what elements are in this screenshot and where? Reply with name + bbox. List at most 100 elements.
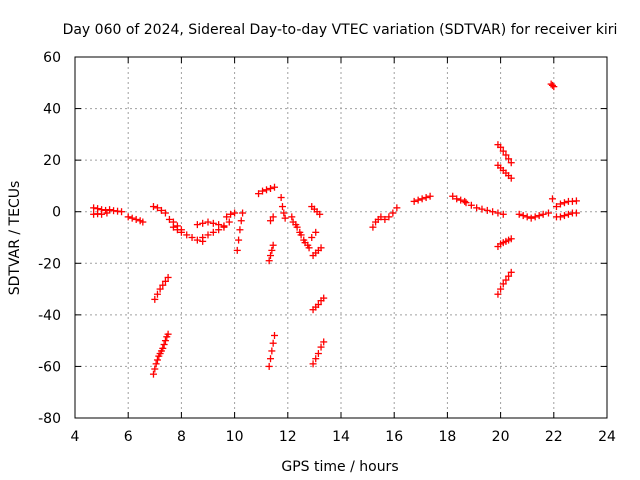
data-point	[265, 362, 273, 370]
data-point	[316, 210, 324, 218]
data-point	[139, 218, 147, 226]
data-point	[151, 295, 159, 303]
y-tick-label: 20	[43, 153, 61, 169]
data-point	[118, 208, 126, 216]
data-point	[236, 226, 244, 234]
data-point	[489, 208, 497, 216]
data-point	[312, 355, 320, 363]
data-point	[278, 203, 286, 211]
data-point	[418, 195, 426, 203]
data-point	[280, 209, 288, 217]
data-point	[301, 239, 309, 247]
data-point	[188, 234, 196, 241]
data-point	[259, 187, 267, 195]
data-point	[271, 331, 278, 339]
data-point	[473, 204, 481, 212]
data-point	[223, 213, 231, 221]
data-point	[281, 214, 289, 222]
data-point	[560, 199, 568, 207]
data-point	[90, 204, 98, 212]
data-point	[410, 197, 418, 205]
data-point	[478, 205, 486, 213]
data-point	[564, 210, 572, 218]
data-point	[369, 223, 377, 231]
data-point	[153, 356, 161, 364]
x-tick-label: 10	[226, 429, 244, 445]
data-point	[149, 203, 157, 211]
data-point	[320, 338, 328, 346]
data-point	[548, 195, 556, 203]
data-point	[209, 228, 217, 236]
data-point	[494, 209, 502, 217]
data-point	[377, 213, 385, 221]
data-point	[288, 213, 296, 221]
y-tick-label: -80	[38, 411, 61, 427]
data-point	[209, 219, 217, 227]
data-point	[389, 209, 397, 217]
data-point	[515, 210, 523, 218]
data-point	[449, 192, 457, 200]
data-point	[314, 350, 322, 358]
data-point	[556, 213, 564, 221]
data-point	[572, 209, 580, 217]
data-point	[265, 257, 273, 265]
data-point	[152, 360, 160, 368]
y-tick-label: -20	[38, 256, 61, 272]
x-tick-label: 24	[598, 429, 616, 445]
data-point	[277, 194, 285, 202]
y-axis-label: SDTVAR / TECUs	[7, 181, 23, 296]
data-point	[165, 215, 173, 223]
data-point	[502, 151, 510, 159]
data-point	[161, 277, 169, 285]
data-point	[128, 214, 136, 222]
data-point	[507, 268, 515, 276]
x-tick-label: 12	[279, 429, 297, 445]
data-point	[204, 218, 212, 226]
data-point	[293, 223, 301, 231]
data-point	[161, 337, 169, 345]
data-point	[548, 81, 556, 89]
data-point	[320, 294, 328, 302]
data-point	[132, 215, 140, 223]
data-point	[220, 222, 228, 230]
data-point	[457, 196, 465, 204]
data-point	[556, 200, 564, 208]
data-point	[159, 281, 167, 289]
y-tick-label: 40	[43, 102, 61, 118]
data-point	[497, 143, 505, 151]
x-tick-label: 20	[492, 429, 510, 445]
data-point	[535, 212, 543, 220]
data-points	[90, 80, 580, 378]
data-point	[505, 272, 513, 280]
data-point	[507, 235, 515, 243]
data-point	[173, 226, 181, 234]
data-point	[422, 194, 430, 202]
data-point	[560, 212, 568, 220]
data-point	[233, 246, 241, 254]
data-point	[271, 183, 278, 191]
data-point	[169, 223, 177, 231]
data-point	[164, 273, 172, 281]
data-point	[552, 203, 560, 211]
data-point	[381, 215, 389, 223]
data-point	[467, 201, 475, 209]
data-point	[255, 190, 263, 198]
data-point	[544, 209, 552, 217]
x-tick-label: 14	[332, 429, 350, 445]
chart-title: Day 060 of 2024, Sidereal Day-to-day VTE…	[63, 22, 618, 38]
data-point	[267, 355, 275, 363]
data-point	[183, 231, 191, 239]
axis-ticks: 4 6 8 10 12 14 16 18 20 22 24 -80 -60 -40 -20 0 20 40 60	[38, 50, 616, 445]
data-point	[153, 290, 161, 298]
data-point	[502, 276, 510, 284]
data-point	[426, 192, 434, 200]
data-point	[494, 290, 502, 298]
data-point	[268, 347, 276, 355]
data-point	[193, 236, 201, 244]
data-point	[317, 343, 325, 351]
data-point	[499, 210, 507, 218]
data-point	[237, 217, 245, 225]
data-point	[204, 231, 212, 239]
data-point	[550, 83, 558, 91]
